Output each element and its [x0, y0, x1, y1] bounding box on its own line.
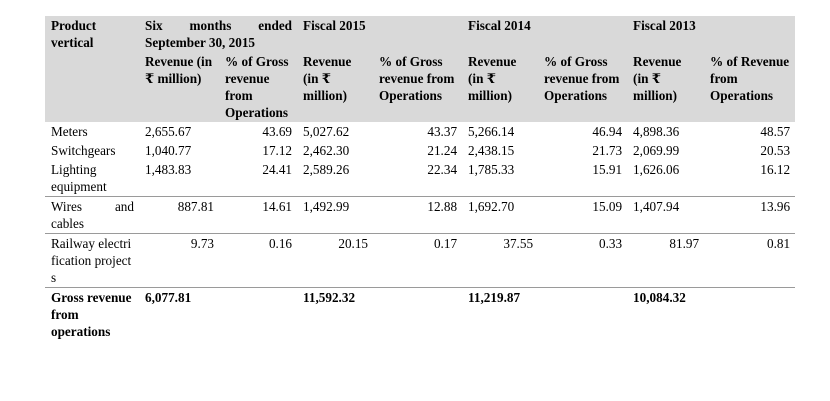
table-row: Railway electrification projects 9.73 0.… — [45, 233, 796, 288]
cell: 15.09 — [538, 196, 628, 234]
table-row: Lighting equipment 1,483.83 24.41 2,589.… — [45, 160, 795, 197]
total-cell — [704, 287, 796, 341]
revenue-header-p4: Revenue (in ₹ million) — [627, 52, 705, 122]
cell: 17.12 — [262, 143, 293, 158]
product-vertical-header: Product vertical — [45, 16, 139, 122]
pct-header-p3: % of Gross revenue from Operations — [538, 52, 628, 122]
cell: 12.88 — [373, 196, 463, 234]
cell: 37.55 — [462, 233, 539, 288]
total-row: Gross revenue from operations 6,077.81 1… — [45, 287, 796, 341]
cell: 24.41 — [262, 162, 293, 177]
revenue-header-p2: Revenue (in ₹ million) — [297, 52, 374, 122]
cell: 0.81 — [704, 233, 796, 288]
subheader-row: Revenue (in ₹ million) % of Gross revenu… — [45, 52, 796, 122]
total-cell — [219, 287, 298, 341]
cell: 13.96 — [704, 196, 796, 234]
period-six-months-header: Six months ended September 30, 2015 — [139, 16, 298, 52]
total-cell — [538, 287, 628, 341]
cell: 43.69 — [262, 124, 293, 139]
cell: 20.15 — [297, 233, 374, 288]
cell: 16.12 — [760, 162, 791, 177]
cell: 0.16 — [219, 233, 298, 288]
cell: 20.53 — [760, 143, 791, 158]
total-cell — [373, 287, 463, 341]
cell: 1,407.94 — [627, 196, 705, 234]
table-row: Switchgears 1,040.77 17.12 2,462.30 21.2… — [45, 141, 795, 160]
pct-header-p4: % of Revenue from Operations — [704, 52, 796, 122]
row-label: Wires and cables — [45, 196, 139, 234]
pct-header-p2: % of Gross revenue from Operations — [373, 52, 463, 122]
total-cell: 10,084.32 — [627, 287, 705, 341]
cell: 887.81 — [139, 196, 219, 234]
cell: 2,069.99 — [633, 143, 680, 158]
revenue-header-p1: Revenue (in ₹ million) — [139, 52, 219, 122]
cell: 1,785.33 — [468, 162, 515, 177]
cell: 9.73 — [139, 233, 219, 288]
cell: 1,626.06 — [633, 162, 680, 177]
table-row: Wires and cables 887.81 14.61 1,492.99 1… — [45, 196, 796, 234]
pct-header-p1: % of Gross revenue from Operations — [219, 52, 298, 122]
table-row: Meters 2,655.67 43.69 5,027.62 43.37 5,2… — [45, 122, 795, 141]
cell: 5,027.62 — [303, 124, 350, 139]
cell: 5,266.14 — [468, 124, 515, 139]
period-fiscal-2013-header: Fiscal 2013 — [627, 16, 796, 52]
revenue-header-p3: Revenue (in ₹ million) — [462, 52, 539, 122]
cell: 2,589.26 — [303, 162, 350, 177]
total-cell: 11,592.32 — [297, 287, 374, 341]
row-label: Lighting equipment — [51, 162, 107, 194]
cell: 21.24 — [427, 143, 458, 158]
cell: 2,462.30 — [303, 143, 350, 158]
cell: 4,898.36 — [633, 124, 680, 139]
cell: 43.37 — [427, 124, 458, 139]
cell: 1,492.99 — [297, 196, 374, 234]
cell: 81.97 — [627, 233, 705, 288]
cell: 48.57 — [760, 124, 791, 139]
header-row: Product vertical Six months ended Septem… — [45, 16, 796, 122]
cell: 22.34 — [427, 162, 458, 177]
cell: 1,040.77 — [145, 143, 192, 158]
total-cell: 11,219.87 — [462, 287, 539, 341]
cell: 2,438.15 — [468, 143, 515, 158]
cell: 21.73 — [592, 143, 623, 158]
row-label: Railway electrification projects — [45, 233, 139, 288]
cell: 15.91 — [592, 162, 623, 177]
cell: 0.17 — [373, 233, 463, 288]
revenue-by-product-table: Product vertical Six months ended Septem… — [45, 16, 796, 341]
cell: 2,655.67 — [145, 124, 192, 139]
cell: 14.61 — [219, 196, 298, 234]
period-fiscal-2015-header: Fiscal 2015 — [297, 16, 463, 52]
cell: 1,483.83 — [145, 162, 192, 177]
cell: 0.33 — [538, 233, 628, 288]
period-fiscal-2014-header: Fiscal 2014 — [462, 16, 628, 52]
cell: 1,692.70 — [462, 196, 539, 234]
row-label: Switchgears — [51, 143, 116, 158]
cell: 46.94 — [592, 124, 623, 139]
total-label: Gross revenue from operations — [45, 287, 139, 341]
total-cell: 6,077.81 — [139, 287, 219, 341]
row-label: Meters — [51, 124, 88, 139]
